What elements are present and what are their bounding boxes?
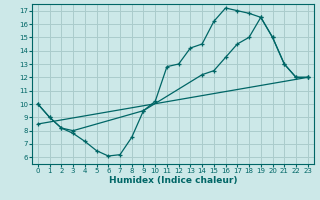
- X-axis label: Humidex (Indice chaleur): Humidex (Indice chaleur): [108, 176, 237, 185]
